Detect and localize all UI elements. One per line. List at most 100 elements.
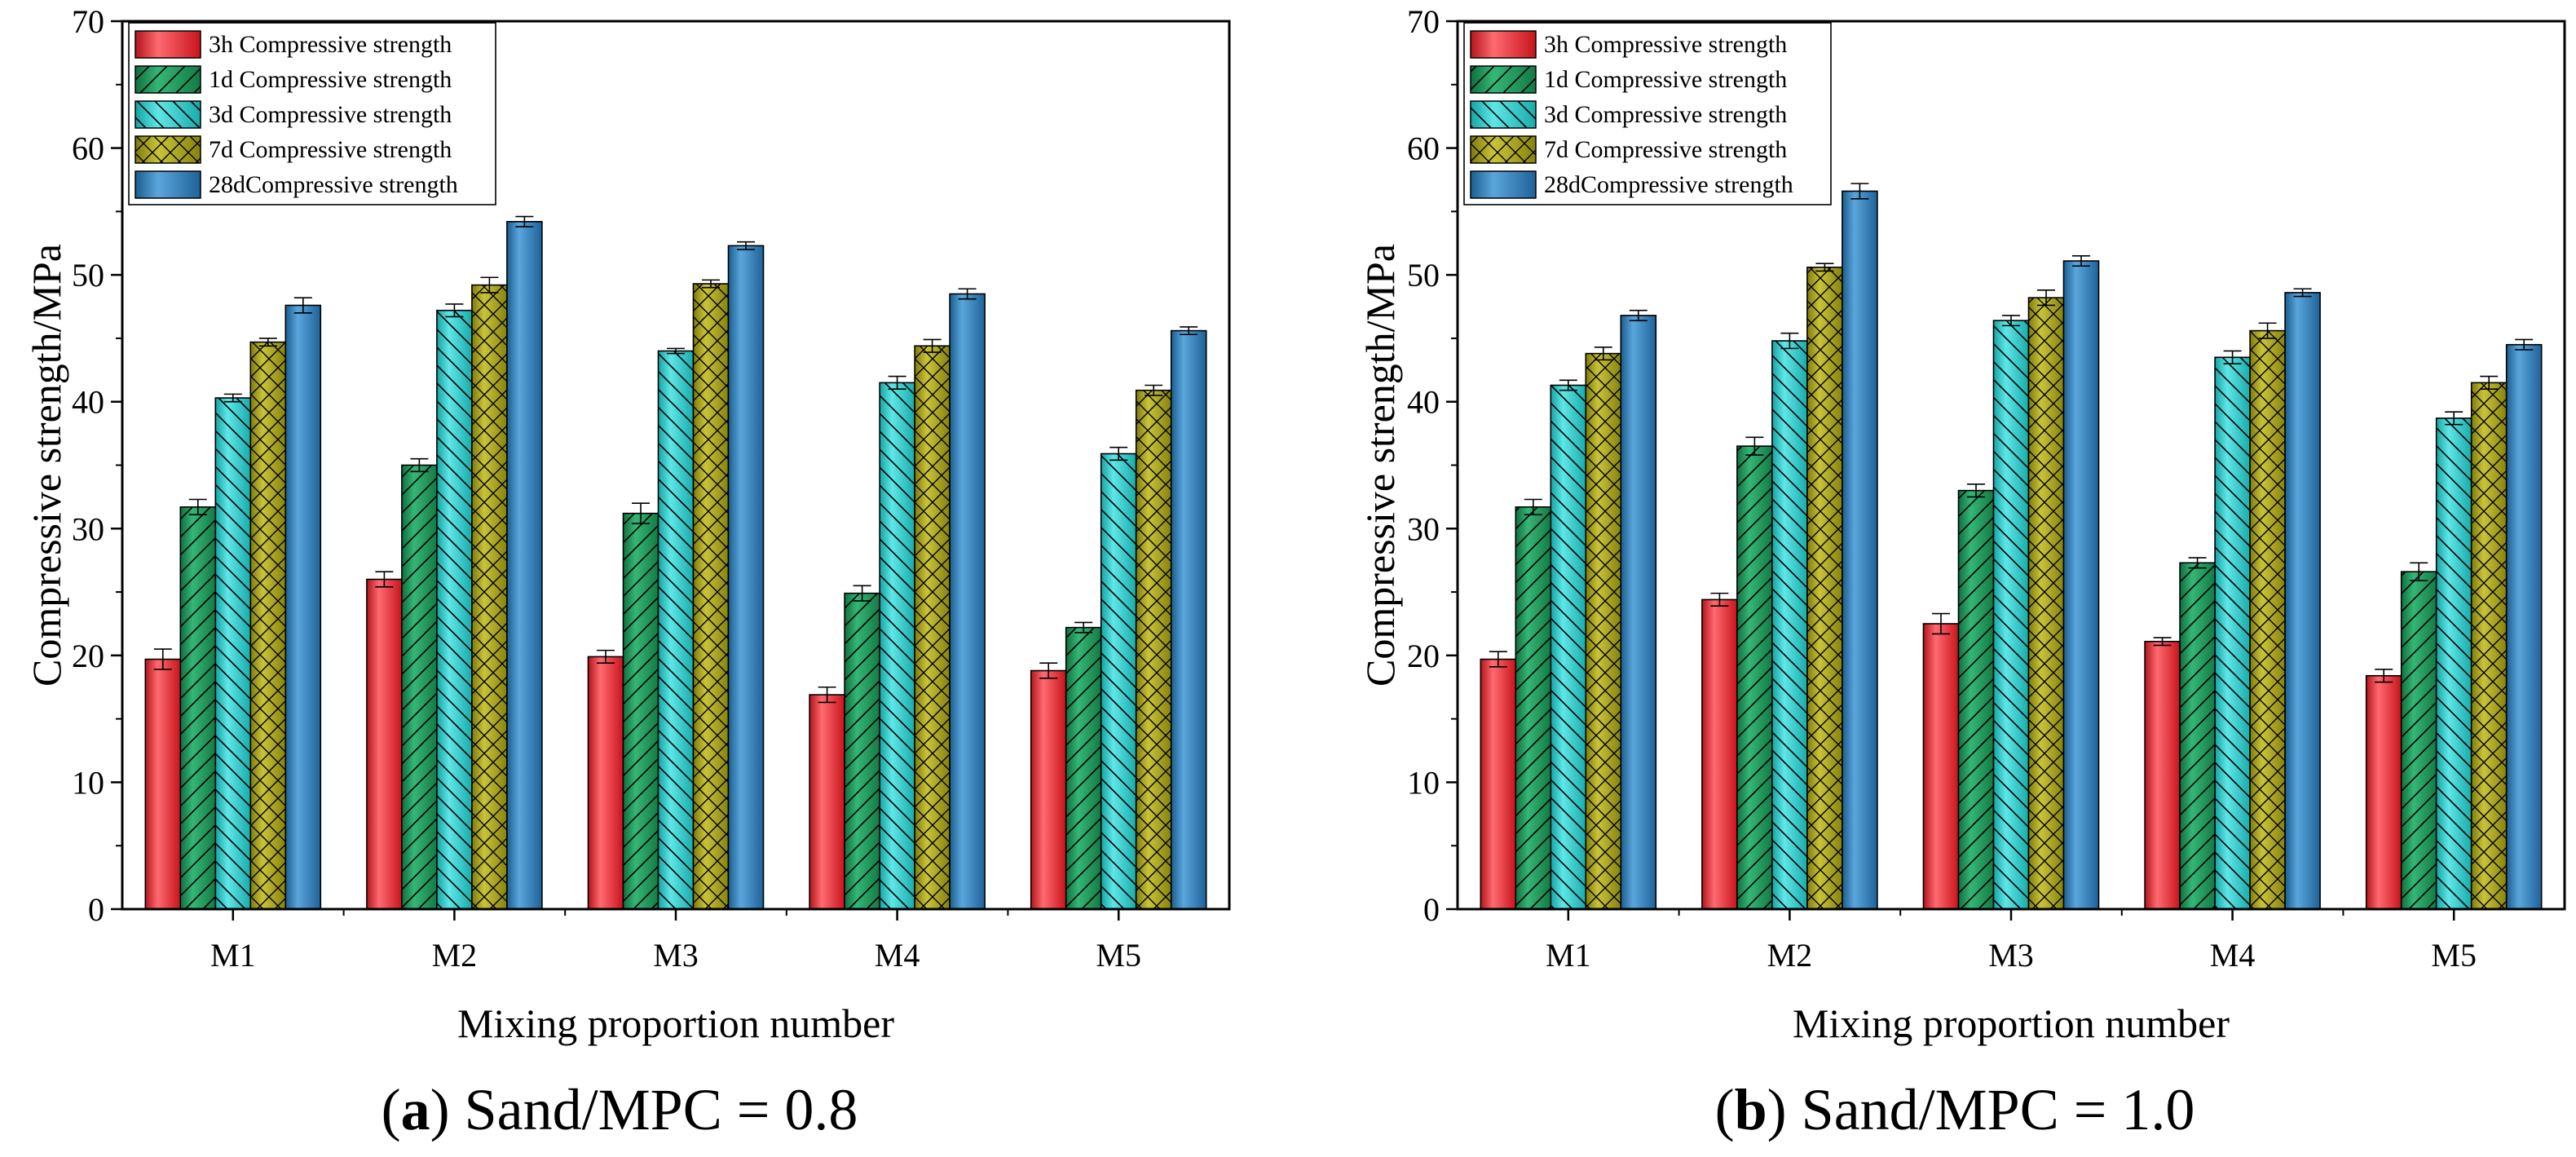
y-tick-label: 30 — [72, 510, 104, 547]
y-tick-label: 50 — [1407, 257, 1440, 294]
bar-28d-M3 — [2062, 260, 2100, 910]
error-bar-28d-M5 — [2515, 338, 2534, 351]
bar-hatch-3d-M1 — [215, 398, 251, 910]
chart-panel-b: 0 10 20 30 40 50 60 70 M1 M2 M3 M4 M5 Mixing proporti… — [1357, 3, 2566, 1142]
bar-3h-M2 — [1701, 598, 1738, 910]
y-tick-label: 40 — [72, 384, 104, 421]
error-bar-7d-M2 — [1815, 263, 1834, 272]
error-bar-1d-M2 — [1745, 436, 1764, 456]
error-bar-1d-M3 — [1967, 484, 1985, 498]
error-bar-3d-M3 — [667, 347, 685, 355]
error-bar-28d-M2 — [515, 215, 534, 227]
legend-label-3h: 3h Compressive strength — [209, 31, 452, 58]
bar-28d-M4 — [2284, 292, 2321, 910]
error-bar-1d-M4 — [853, 585, 871, 602]
bar-hatch-7d-M2 — [471, 285, 507, 909]
legend-swatch-28d — [135, 170, 201, 199]
y-tick-label: 30 — [1407, 510, 1440, 547]
error-bar-3h-M1 — [153, 648, 172, 670]
legend-label-28d: 28dCompressive strength — [1544, 171, 1793, 198]
bar-3h-M1 — [144, 658, 182, 910]
error-bar-3d-M5 — [1109, 446, 1128, 461]
y-tick-label: 50 — [72, 257, 104, 294]
panel-letter: a — [401, 1077, 430, 1142]
bar-28d-M5 — [1170, 329, 1207, 910]
error-bar-28d-M1 — [1629, 309, 1647, 321]
y-tick-label: 40 — [1407, 384, 1440, 421]
bar-28d-M2 — [1842, 190, 1878, 910]
y-tick-label: 10 — [72, 764, 104, 801]
bar-3h-M5 — [1030, 669, 1067, 910]
error-bar-3d-M1 — [223, 393, 242, 403]
bar-hatch-1d-M1 — [180, 506, 216, 909]
bar-hatch-3d-M4 — [880, 382, 915, 910]
bar-hatch-7d-M3 — [2028, 298, 2064, 909]
bar-hatch-1d-M4 — [2180, 563, 2216, 909]
panel-letter: b — [1735, 1077, 1767, 1142]
legend-swatch-3h — [135, 30, 201, 59]
error-bar-1d-M3 — [632, 502, 650, 524]
bar-3h-M3 — [1922, 623, 1960, 910]
bar-hatch-1d-M2 — [1736, 446, 1772, 909]
error-bar-3d-M5 — [2445, 411, 2464, 426]
bar-hatch-7d-M2 — [1806, 267, 1842, 909]
bar-hatch-7d-M4 — [915, 346, 951, 910]
bar-hatch-1d-M5 — [1065, 627, 1101, 909]
legend-label-3d: 3d Compressive strength — [209, 101, 452, 128]
bar-hatch-7d-M5 — [1136, 390, 1171, 909]
y-axis: 0 10 20 30 40 50 60 70 — [72, 3, 122, 928]
bar-hatch-3d-M2 — [1771, 341, 1807, 909]
legend-label-7d: 7d Compressive strength — [1544, 136, 1787, 163]
error-bar-3h-M3 — [1932, 612, 1950, 635]
error-bar-28d-M4 — [958, 288, 977, 300]
x-axis: M1 M2 M3 M4 M5 — [210, 909, 1141, 974]
legend-label-1d: 1d Compressive strength — [1544, 66, 1787, 93]
error-bar-28d-M2 — [1850, 183, 1869, 200]
bar-hatch-1d-M5 — [2401, 572, 2437, 909]
error-bar-28d-M4 — [2293, 288, 2312, 298]
bar-hatch-1d-M1 — [1515, 506, 1551, 909]
y-tick-label: 20 — [1407, 638, 1440, 674]
y-axis-title: Compressive strength/MPa — [24, 244, 69, 687]
bar-hatch-3d-M1 — [1550, 385, 1586, 909]
error-bar-3h-M1 — [1489, 651, 1507, 668]
error-bar-3h-M2 — [1710, 592, 1729, 607]
caption-paren-open: ( — [1715, 1077, 1735, 1142]
bar-28d-M5 — [2505, 343, 2543, 910]
error-bar-1d-M1 — [188, 498, 207, 515]
error-bar-28d-M5 — [1180, 326, 1198, 336]
x-tick-label-M1: M1 — [210, 937, 256, 974]
error-bar-1d-M1 — [1524, 498, 1542, 515]
bar-hatch-1d-M3 — [623, 513, 659, 909]
bars-group — [144, 215, 1207, 910]
legend-label-1d: 1d Compressive strength — [209, 66, 452, 93]
legend-label-28d: 28dCompressive strength — [209, 171, 458, 198]
chart-panel-a: 0 10 20 30 40 50 60 70 M1 M2 M3 M4 M5 Mixing proporti… — [24, 3, 1231, 1142]
bar-hatch-3d-M5 — [2436, 417, 2472, 909]
bar-3h-M1 — [1480, 658, 1517, 910]
legend-swatch-3h — [1470, 30, 1537, 59]
caption-paren-close: ) — [1767, 1077, 1802, 1142]
error-bar-7d-M4 — [2258, 322, 2277, 339]
error-bar-1d-M2 — [410, 457, 429, 473]
y-axis: 0 10 20 30 40 50 60 70 — [1407, 3, 1458, 928]
x-tick-label-M5: M5 — [1096, 937, 1141, 974]
bar-hatch-1d-M3 — [1958, 490, 1994, 909]
error-bar-7d-M3 — [2037, 289, 2055, 307]
legend: 3h Compressive strength 1d Compressive st… — [128, 22, 496, 205]
x-axis: M1 M2 M3 M4 M5 — [1546, 909, 2477, 974]
legend-swatch-hatch-1d — [1471, 66, 1536, 93]
caption-text: Sand/MPC = 1.0 — [1802, 1077, 2195, 1142]
x-tick-label-M5: M5 — [2431, 937, 2477, 974]
error-bar-3d-M2 — [445, 303, 464, 318]
legend-swatch-hatch-3d — [135, 101, 201, 128]
bar-3h-M4 — [809, 694, 845, 910]
y-tick-label: 60 — [1407, 130, 1440, 167]
x-tick-label-M3: M3 — [653, 937, 699, 974]
bar-3h-M5 — [2365, 674, 2402, 910]
error-bar-3d-M4 — [2223, 350, 2242, 364]
error-bar-7d-M5 — [1145, 384, 1163, 396]
bar-hatch-7d-M5 — [2471, 382, 2507, 910]
bar-28d-M4 — [949, 293, 986, 910]
